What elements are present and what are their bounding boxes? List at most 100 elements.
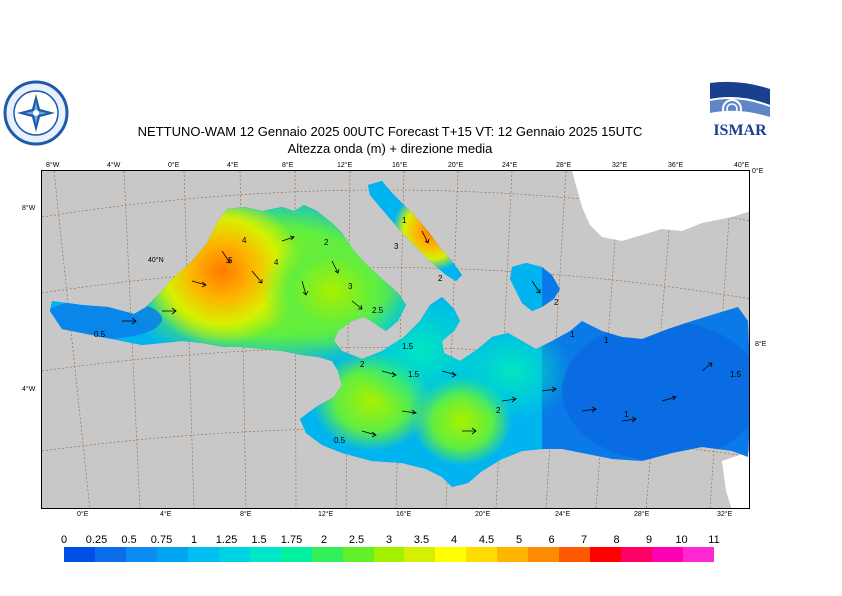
legend-label: 1: [190, 534, 198, 546]
map-canvas: 5 4 3 3 2 2 2 1.5 1.5 1 1 2 0.5 1 0.5 1 …: [42, 171, 749, 508]
legend-swatch: [652, 547, 684, 562]
tick-top: 20°E: [448, 162, 464, 169]
contour-labels: 5 4 3 3 2 2 2 1.5 1.5 1 1 2 0.5 1 0.5 1 …: [94, 216, 742, 445]
tick-top: 12°E: [337, 162, 353, 169]
contour-label: 4: [242, 236, 247, 245]
legend-swatch: [125, 547, 157, 562]
contour-label: 2: [360, 360, 365, 369]
tick-top: 36°E: [668, 162, 684, 169]
contour-label: 0.5: [334, 436, 346, 445]
legend-label: 0.5: [121, 534, 137, 546]
legend-label: 4: [450, 534, 458, 546]
tick-bottom: 24°E: [555, 511, 571, 518]
legend-swatch: [311, 547, 343, 562]
tick-top: 24°E: [502, 162, 518, 169]
land-white-north: [572, 171, 749, 241]
legend-swatch: [373, 547, 405, 562]
legend-swatch: [187, 547, 219, 562]
legend-swatch: [466, 547, 498, 562]
tick-top: 8°E: [282, 162, 294, 169]
wave-height-map: 5 4 3 3 2 2 2 1.5 1.5 1 1 2 0.5 1 0.5 1 …: [41, 170, 750, 509]
tick-right: 8°E: [755, 341, 767, 348]
legend-swatch: [683, 547, 715, 562]
tick-top: 4°W: [107, 162, 121, 169]
tick-bottom: 28°E: [634, 511, 650, 518]
legend-label: 3: [385, 534, 393, 546]
legend-label: 3.5: [413, 534, 430, 546]
legend-swatch: [280, 547, 312, 562]
tick-left: 8°W: [22, 205, 36, 212]
legend-label: 9: [645, 534, 653, 546]
header-title: NETTUNO-WAM 12 Gennaio 2025 00UTC Foreca…: [137, 124, 643, 139]
legend-label: 0.75: [150, 534, 173, 546]
header-subtitle: Altezza onda (m) + direzione media: [287, 141, 493, 156]
ismar-logo: ISMAR: [708, 79, 772, 141]
contour-label: 1.5: [408, 370, 420, 379]
legend-label: 5: [515, 534, 523, 546]
ismar-logo-text: ISMAR: [713, 122, 767, 139]
contour-label: 2: [496, 406, 501, 415]
contour-label: 3: [394, 242, 399, 251]
contour-label: 2: [554, 298, 559, 307]
tick-bottom: 0°E: [77, 511, 89, 518]
legend-label: 2: [320, 534, 328, 546]
contour-label: 2.5: [372, 306, 384, 315]
legend-swatch: [94, 547, 126, 562]
legend-swatch: [497, 547, 529, 562]
contour-label: 3: [348, 282, 353, 291]
legend-label: 0: [60, 534, 68, 546]
legend-label: 0.25: [85, 534, 108, 546]
contour-label: 1: [604, 336, 609, 345]
legend-label: 1.75: [280, 534, 303, 546]
legend-swatch: [528, 547, 560, 562]
legend-swatch: [590, 547, 622, 562]
contour-label: 1: [402, 216, 407, 225]
legend-swatch: [404, 547, 436, 562]
legend-swatch: [218, 547, 250, 562]
legend-label: 7: [580, 534, 588, 546]
legend-label: 6: [548, 534, 555, 546]
meteorological-service-logo: [3, 80, 69, 146]
tick-right: 0°E: [752, 168, 764, 175]
tick-top: 8°W: [46, 162, 60, 169]
contour-label: 1.5: [730, 370, 742, 379]
legend-colorbar: [64, 547, 715, 562]
legend-label: 8: [613, 534, 620, 546]
tick-bottom: 20°E: [475, 511, 491, 518]
legend-swatch: [342, 547, 374, 562]
seal-icon: [3, 80, 69, 146]
legend-swatch: [621, 547, 653, 562]
contour-label: 0.5: [94, 330, 106, 339]
latitude-label-40n: 40°N: [148, 256, 164, 264]
tick-top: 16°E: [392, 162, 408, 169]
contour-label: 1: [624, 410, 629, 419]
contour-label: 1.5: [402, 342, 414, 351]
contour-label: 4: [274, 258, 279, 267]
legend-swatch: [156, 547, 188, 562]
tick-top: 0°E: [168, 162, 180, 169]
legend-swatch: [64, 547, 95, 562]
legend-swatch: [435, 547, 467, 562]
legend-label: 10: [675, 534, 688, 546]
tick-top: 28°E: [556, 162, 572, 169]
legend-label: 4.5: [478, 534, 495, 546]
legend-label: 1.5: [251, 534, 267, 546]
tick-top: 40°E: [734, 162, 750, 169]
legend-label: 11: [708, 534, 720, 546]
tick-left: 4°W: [22, 386, 36, 393]
contour-label: 1: [570, 330, 575, 339]
contour-label: 5: [228, 256, 233, 265]
tick-top: 4°E: [227, 162, 239, 169]
legend-label: 1.25: [215, 534, 238, 546]
tick-bottom: 4°E: [160, 511, 172, 518]
legend-label: 2.5: [348, 534, 365, 546]
tick-top: 32°E: [612, 162, 628, 169]
land-white-south: [722, 451, 749, 508]
ismar-logo-icon: ISMAR: [708, 79, 772, 141]
contour-label: 2: [324, 238, 329, 247]
direction-arrows: [122, 230, 713, 438]
contour-label: 2: [438, 274, 443, 283]
tick-bottom: 16°E: [396, 511, 412, 518]
legend-swatch: [559, 547, 591, 562]
tick-bottom: 8°E: [240, 511, 252, 518]
